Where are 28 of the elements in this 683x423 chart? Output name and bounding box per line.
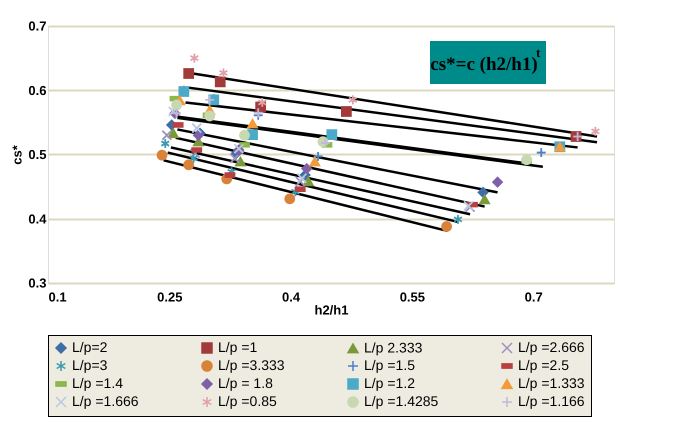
y-tick-label: 0.5 [28,147,46,162]
x-tick-label: 0.1 [48,290,67,304]
legend-label: L/p =1.666 [72,393,139,409]
y-tick-label: 0.3 [28,276,46,290]
legend-label: L/p =1.4285 [364,393,439,409]
legend-label: L/p =1.5 [364,357,416,373]
legend-label: L/p 2.333 [364,339,423,356]
legend-label: L/p =1.4 [72,375,124,391]
legend-label: L/p =2.666 [518,339,585,355]
legend-label: L/p =1.333 [518,375,585,391]
x-tick-label: 0.7 [524,290,543,304]
legend-label: L/p=2 [72,339,108,355]
x-axis-title: h2/h1 [314,302,348,318]
legend-label: L/p=3 [72,357,108,373]
y-tick-label: 0.7 [28,18,46,34]
x-tick-label: 0.55 [400,290,426,304]
legend-label: L/p =2.5 [518,357,570,373]
x-tick-label: 0.4 [282,290,301,304]
legend-label: L/p =1.166 [518,393,585,409]
legend-label: L/p =1 [218,339,258,355]
legend-label: L/p = 1.8 [218,375,274,391]
x-tick-label: 0.25 [157,290,182,304]
y-axis-title: cs* [9,144,24,165]
legend-label: L/p =3.333 [218,357,285,373]
legend-label: L/p =0.85 [218,393,277,409]
y-tick-label: 0.4 [28,211,48,226]
legend-label: L/p =1.2 [364,375,416,391]
y-tick-label: 0.6 [28,82,46,98]
